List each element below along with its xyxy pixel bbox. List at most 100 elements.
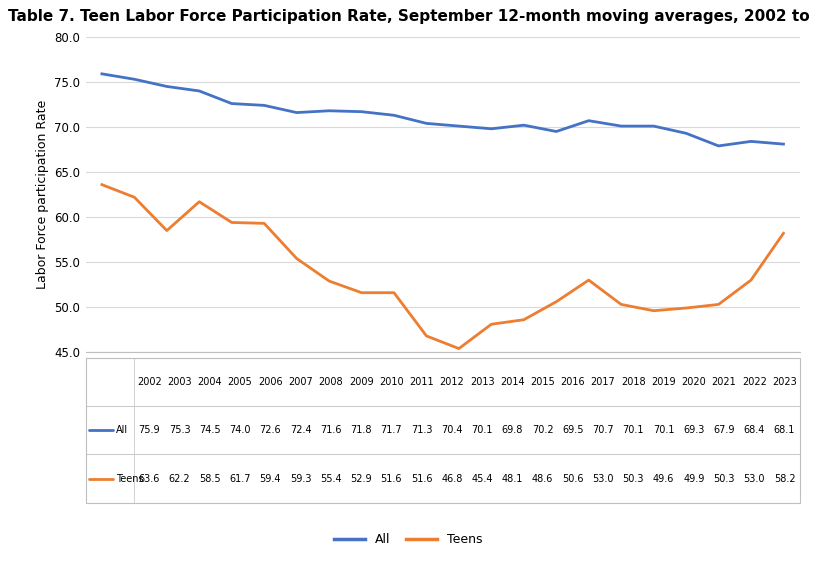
Text: 75.9: 75.9 — [139, 425, 160, 435]
Text: 69.5: 69.5 — [562, 425, 583, 435]
All — [97, 70, 107, 77]
Text: 46.8: 46.8 — [441, 474, 463, 483]
Line: Teens: Teens — [102, 185, 783, 349]
All — [194, 87, 204, 94]
Text: 2008: 2008 — [318, 377, 344, 387]
All — [649, 123, 659, 130]
Text: 71.3: 71.3 — [410, 425, 432, 435]
Text: 51.6: 51.6 — [380, 474, 402, 483]
Teens — [649, 307, 659, 314]
All — [357, 108, 366, 115]
All — [292, 109, 302, 116]
Text: 2009: 2009 — [348, 377, 374, 387]
Text: 67.9: 67.9 — [713, 425, 735, 435]
Text: 2023: 2023 — [772, 377, 797, 387]
Text: 72.6: 72.6 — [259, 425, 282, 435]
Legend: All, Teens: All, Teens — [329, 528, 487, 551]
Text: 2005: 2005 — [228, 377, 252, 387]
Text: 2020: 2020 — [681, 377, 706, 387]
Text: 2012: 2012 — [440, 377, 464, 387]
Text: 49.9: 49.9 — [683, 474, 704, 483]
Text: 70.1: 70.1 — [653, 425, 674, 435]
Text: 50.3: 50.3 — [713, 474, 735, 483]
Text: 58.5: 58.5 — [199, 474, 220, 483]
Teens — [746, 277, 756, 283]
Text: 2018: 2018 — [621, 377, 645, 387]
Text: 62.2: 62.2 — [169, 474, 190, 483]
All — [130, 76, 140, 83]
Text: 71.7: 71.7 — [380, 425, 402, 435]
Text: 2004: 2004 — [197, 377, 222, 387]
Text: 75.3: 75.3 — [169, 425, 190, 435]
Text: 2016: 2016 — [561, 377, 585, 387]
All — [583, 117, 593, 124]
All — [746, 138, 756, 145]
Text: 48.6: 48.6 — [532, 474, 553, 483]
Text: 51.6: 51.6 — [410, 474, 432, 483]
Y-axis label: Labor Force participation Rate: Labor Force participation Rate — [36, 100, 49, 289]
Text: 2003: 2003 — [167, 377, 192, 387]
Text: 48.1: 48.1 — [502, 474, 523, 483]
All — [259, 102, 269, 109]
All — [389, 112, 399, 119]
All — [486, 126, 496, 132]
Text: Teens: Teens — [116, 474, 144, 483]
Line: All: All — [102, 74, 783, 146]
Text: 59.3: 59.3 — [290, 474, 312, 483]
All — [227, 100, 237, 107]
All — [519, 122, 529, 128]
Teens — [389, 289, 399, 296]
Text: 2002: 2002 — [137, 377, 162, 387]
Text: 53.0: 53.0 — [743, 474, 765, 483]
Teens — [357, 289, 366, 296]
Text: 68.1: 68.1 — [774, 425, 796, 435]
Teens — [583, 277, 593, 283]
Text: 50.3: 50.3 — [623, 474, 644, 483]
Text: 70.1: 70.1 — [472, 425, 493, 435]
Text: 55.4: 55.4 — [320, 474, 342, 483]
Teens — [227, 219, 237, 226]
Teens — [422, 332, 432, 339]
Text: 45.4: 45.4 — [472, 474, 493, 483]
Teens — [714, 301, 724, 308]
Text: 61.7: 61.7 — [229, 474, 251, 483]
Teens — [194, 198, 204, 205]
Text: 2014: 2014 — [500, 377, 525, 387]
Text: 50.6: 50.6 — [562, 474, 583, 483]
Text: 2006: 2006 — [258, 377, 282, 387]
Text: 69.3: 69.3 — [683, 425, 704, 435]
Text: 59.4: 59.4 — [259, 474, 281, 483]
Text: 70.2: 70.2 — [532, 425, 553, 435]
All — [714, 143, 724, 149]
Teens — [292, 255, 302, 262]
Text: 2013: 2013 — [470, 377, 494, 387]
Teens — [519, 316, 529, 323]
Text: 2011: 2011 — [410, 377, 434, 387]
Text: 63.6: 63.6 — [139, 474, 160, 483]
All — [454, 123, 463, 130]
Text: 49.6: 49.6 — [653, 474, 674, 483]
Text: 71.6: 71.6 — [320, 425, 342, 435]
Text: 52.9: 52.9 — [350, 474, 372, 483]
Teens — [778, 230, 788, 237]
Teens — [97, 181, 107, 188]
Teens — [259, 220, 269, 227]
Text: 2019: 2019 — [651, 377, 676, 387]
Teens — [552, 298, 561, 305]
Text: 2015: 2015 — [530, 377, 555, 387]
All — [778, 141, 788, 148]
All — [552, 128, 561, 135]
Teens — [486, 321, 496, 328]
Teens — [324, 278, 334, 285]
Text: 53.0: 53.0 — [592, 474, 614, 483]
Text: 2022: 2022 — [742, 377, 767, 387]
All — [681, 130, 691, 137]
Text: 71.8: 71.8 — [350, 425, 372, 435]
Text: All: All — [116, 425, 128, 435]
Text: 2007: 2007 — [288, 377, 313, 387]
All — [422, 120, 432, 127]
Teens — [616, 301, 626, 308]
Teens — [130, 194, 140, 201]
Text: 2010: 2010 — [379, 377, 404, 387]
Teens — [681, 304, 691, 311]
